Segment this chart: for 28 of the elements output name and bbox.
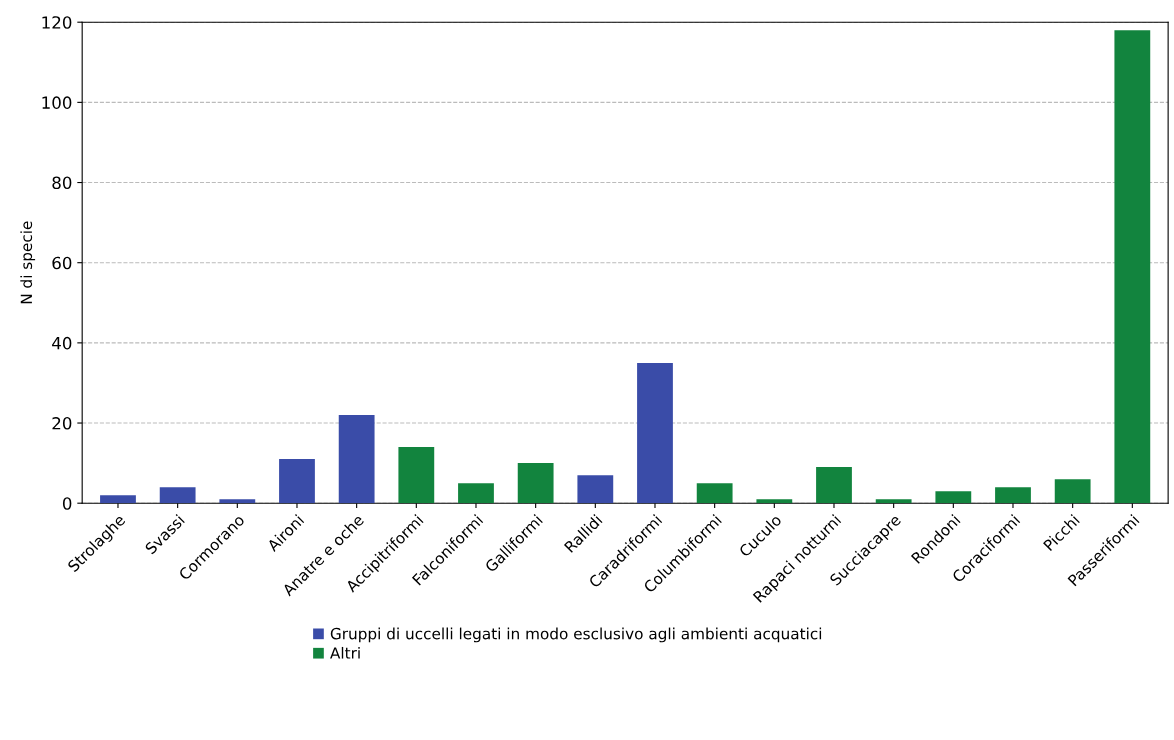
bar [219,499,256,504]
legend-label: Gruppi di uccelli legati in modo esclusivo agli ambienti acquatici [330,627,822,643]
y-tick-label: 20 [52,417,72,430]
bar [338,415,375,504]
bar [398,447,435,504]
bar [696,483,733,504]
y-tick-label: 0 [62,497,72,510]
y-axis-title: N di specie [20,221,36,304]
y-tick-label: 80 [52,176,72,190]
bar [1054,479,1091,504]
bar [100,495,136,504]
bar [995,487,1031,504]
bar [1114,30,1151,504]
bar [756,499,793,504]
y-tick-label: 100 [42,96,72,109]
bar [637,362,673,504]
y-tick-label: 60 [52,256,72,270]
bar [935,491,972,504]
bar [875,499,912,504]
y-tick-label: 40 [52,336,72,350]
bar [517,463,554,504]
legend-label: Altri [330,646,360,659]
bar [279,459,315,504]
bar [458,483,494,504]
y-tick-label: 120 [42,16,72,29]
bar [816,467,852,504]
bar [577,475,614,504]
bar [159,487,196,504]
